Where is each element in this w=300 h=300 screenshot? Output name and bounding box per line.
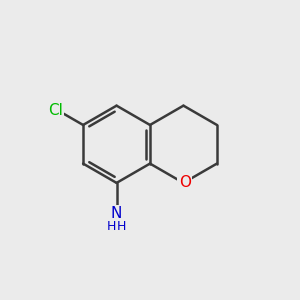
Text: N: N (111, 206, 122, 221)
Text: O: O (179, 176, 191, 190)
Text: H: H (117, 220, 126, 233)
Text: Cl: Cl (48, 103, 63, 118)
Text: H: H (107, 220, 116, 233)
